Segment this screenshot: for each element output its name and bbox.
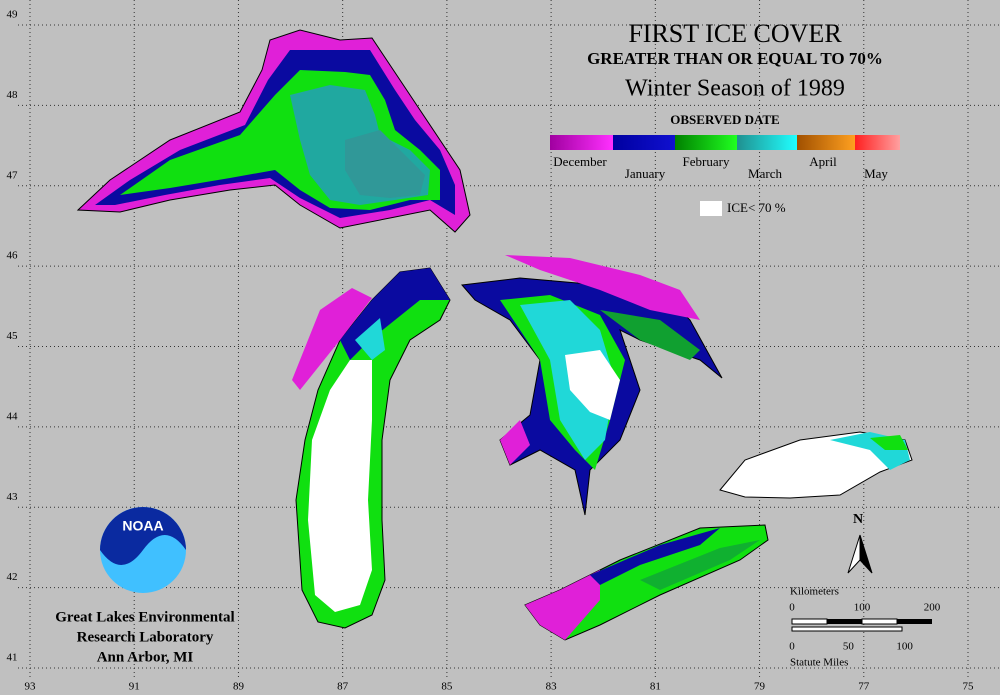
scale-tick-label: 0 [789,641,795,653]
low-ice-label: ICE< 70 % [727,200,786,215]
lake-ontario [719,431,913,499]
title: FIRST ICE COVER [628,19,842,48]
legend-labels: December January February March April May [553,154,888,181]
month-label: April [809,154,837,169]
lon-label: 89 [233,681,245,693]
low-ice-swatch [700,201,722,216]
lat-label: 46 [7,250,19,262]
lon-label: 87 [337,681,349,693]
subtitle: GREATER THAN OR EQUAL TO 70% [587,49,883,68]
lon-label: 83 [546,681,558,693]
season: Winter Season of 1989 [625,76,845,102]
lat-label: 48 [7,89,19,101]
lon-label: 85 [441,681,453,693]
month-label: February [683,154,730,169]
lon-label: 75 [963,681,975,693]
scale-km-label: Kilometers [790,586,839,598]
lat-label: 45 [7,330,19,342]
lon-label: 79 [754,681,766,693]
noaa-logo: NOAA [100,507,186,593]
scale-tick-label: 0 [789,602,795,614]
scale-bar: 0 100 200 0 50 100 [789,602,941,653]
legend-ramp [550,135,900,150]
lon-label: 91 [129,681,140,693]
lat-label: 49 [7,9,19,21]
scale-mi-label: Statute Miles [790,657,848,669]
month-label: March [748,166,782,181]
credit: Ann Arbor, MI [97,649,194,665]
scale-tick-label: 100 [896,641,913,653]
scale-tick-label: 100 [854,602,871,614]
lat-label: 47 [7,169,19,181]
month-label: January [625,166,666,181]
lake-michigan [292,267,451,629]
lat-label: 43 [7,491,19,503]
credit: Great Lakes Environmental [55,609,234,625]
lon-label: 77 [858,681,870,693]
lon-label: 81 [650,681,661,693]
scale-tick-label: 200 [924,602,941,614]
north-label: N [853,512,863,527]
lat-label: 44 [7,410,19,422]
lat-label: 42 [7,571,18,583]
north-arrow [859,534,873,574]
lake-huron [461,255,723,516]
month-label: May [864,166,888,181]
lake-erie [524,524,769,641]
scale-tick-label: 50 [843,641,855,653]
month-label: December [553,154,607,169]
lon-label: 93 [25,681,37,693]
lake-superior [76,29,471,233]
credit: Research Laboratory [77,629,214,645]
logo-text: NOAA [122,518,163,534]
lat-label: 41 [7,652,18,664]
legend-title: OBSERVED DATE [670,112,779,127]
